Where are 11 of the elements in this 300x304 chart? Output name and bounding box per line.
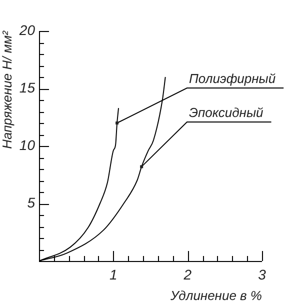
y-axis-title: Напряжение Н/ мм² (0, 30, 14, 149)
y-tick-label: 5 (27, 194, 36, 210)
y-tick-label: 10 (19, 136, 36, 153)
y-tick-label: 20 (18, 22, 36, 38)
y-tick-label: 15 (19, 79, 36, 96)
x-axis-title: Удлинение в % (170, 288, 262, 303)
annotation: Эпоксидный (189, 105, 264, 120)
x-tick-label: 3 (258, 266, 266, 282)
annotation: Полиэфирный (189, 71, 276, 86)
x-tick-label: 2 (182, 266, 192, 282)
x-tick-label: 1 (109, 266, 118, 282)
